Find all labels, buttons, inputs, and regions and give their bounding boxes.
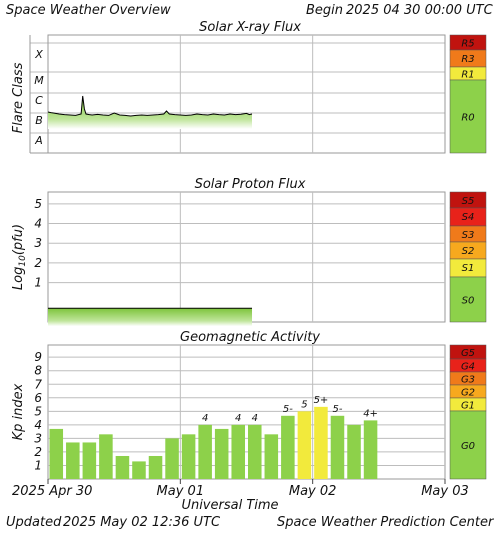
- x-tick-label: May 02: [289, 484, 337, 499]
- kp-tick-2: 2: [34, 445, 42, 459]
- proton-tick-1: 1: [34, 276, 42, 290]
- scale-label-g4: G4: [461, 362, 475, 373]
- x-axis-label: Universal Time: [181, 498, 278, 513]
- proton-tick-2: 2: [34, 256, 42, 270]
- x-tick-label: May 03: [421, 484, 469, 499]
- x-tick-label: 2025 Apr 30: [12, 484, 92, 499]
- kp-bar: [314, 406, 328, 479]
- flare-class-x: X: [34, 48, 43, 61]
- kp-bar: [148, 455, 163, 479]
- kp-tick-7: 7: [34, 377, 42, 391]
- proton-tick-5: 5: [34, 197, 42, 211]
- flare-class-a: A: [34, 134, 43, 147]
- scale-label-r3: R3: [461, 54, 474, 65]
- kp-bar: [181, 434, 196, 479]
- kp-bar-label: 4: [252, 413, 258, 424]
- proton-flux-area: [48, 308, 253, 327]
- scale-label-s2: S2: [462, 246, 475, 257]
- kp-bar: [281, 415, 295, 479]
- proton-tick-3: 3: [34, 236, 42, 250]
- kp-bar: [363, 420, 378, 479]
- scale-label-s4: S4: [462, 212, 475, 223]
- kp-bar: [330, 415, 345, 479]
- scale-cell-s0: [449, 276, 487, 323]
- kp-bar: [297, 411, 312, 479]
- kp-bar: [347, 424, 361, 479]
- scale-label-r5: R5: [461, 39, 474, 50]
- scale-label-s1: S1: [462, 263, 475, 274]
- xray-plot-area: [47, 34, 446, 154]
- kp-bar-label: 4+: [363, 408, 378, 419]
- flare-class-b: B: [35, 114, 43, 127]
- kp-bar-label: 5+: [314, 395, 329, 406]
- scale-label-s0: S0: [462, 296, 475, 307]
- scale-label-s5: S5: [462, 196, 475, 207]
- updated-time: 2025 May 02 12:36 UTC: [63, 515, 221, 530]
- kp-bar: [66, 442, 80, 479]
- scale-cell-g0: [449, 410, 487, 480]
- kp-bar-label: 4: [202, 413, 208, 424]
- proton-tick-4: 4: [34, 217, 42, 231]
- kp-bar: [165, 438, 179, 479]
- app-title: Space Weather Overview: [6, 3, 171, 18]
- kp-plot-area: [47, 344, 446, 480]
- proton-plot-area: [47, 191, 446, 323]
- scale-label-g1: G1: [461, 401, 475, 412]
- kp-bar: [198, 424, 212, 479]
- kp-bar: [231, 424, 245, 479]
- kp-bar: [99, 434, 113, 479]
- scale-label-r0: R0: [461, 113, 474, 124]
- kp-bar-label: 5: [301, 399, 307, 410]
- kp-tick-1: 1: [34, 458, 42, 472]
- scale-label-g2: G2: [461, 388, 475, 399]
- kp-bar-label: 5-: [332, 404, 342, 415]
- kp-bar: [248, 424, 262, 479]
- kp-bar-label: 4: [235, 413, 241, 424]
- kp-panel-title: Geomagnetic Activity: [180, 330, 320, 345]
- kp-bar: [132, 461, 146, 479]
- scale-label-g0: G0: [461, 441, 475, 452]
- xray-flux-line: [47, 95, 253, 117]
- flare-class-c: C: [35, 94, 43, 107]
- proton-panel-title: Solar Proton Flux: [195, 177, 306, 192]
- kp-y-axis-label: Kp index: [11, 383, 26, 440]
- kp-bar: [49, 428, 64, 479]
- begin-label: Begin: [306, 3, 343, 18]
- begin-time: 2025 04 30 00:00 UTC: [346, 3, 494, 18]
- kp-tick-5: 5: [34, 404, 42, 418]
- scale-label-g3: G3: [461, 375, 475, 386]
- kp-tick-6: 6: [34, 391, 42, 405]
- kp-bar: [264, 434, 279, 479]
- kp-bar: [82, 442, 97, 479]
- kp-bar-label: 5-: [283, 404, 293, 415]
- kp-tick-3: 3: [34, 431, 42, 445]
- xray-panel-title: Solar X-ray Flux: [199, 20, 301, 35]
- updated-label: Updated: [6, 515, 62, 530]
- proton-y-axis-label: Log10(pfu): [11, 224, 28, 290]
- credit: Space Weather Prediction Center: [277, 515, 495, 530]
- kp-bar: [115, 455, 130, 479]
- kp-bar: [214, 428, 229, 479]
- kp-tick-4: 4: [34, 418, 42, 432]
- kp-tick-8: 8: [34, 364, 42, 378]
- scale-label-g5: G5: [461, 348, 475, 359]
- xray-flux-area: [48, 96, 252, 129]
- scale-label-s3: S3: [462, 230, 475, 241]
- x-tick-label: May 01: [157, 484, 205, 499]
- scale-cell-r0: [449, 79, 487, 154]
- xray-y-axis-label: Flare Class: [11, 62, 26, 133]
- scale-label-r1: R1: [461, 70, 474, 81]
- kp-tick-9: 9: [34, 350, 42, 364]
- flare-class-m: M: [34, 74, 44, 87]
